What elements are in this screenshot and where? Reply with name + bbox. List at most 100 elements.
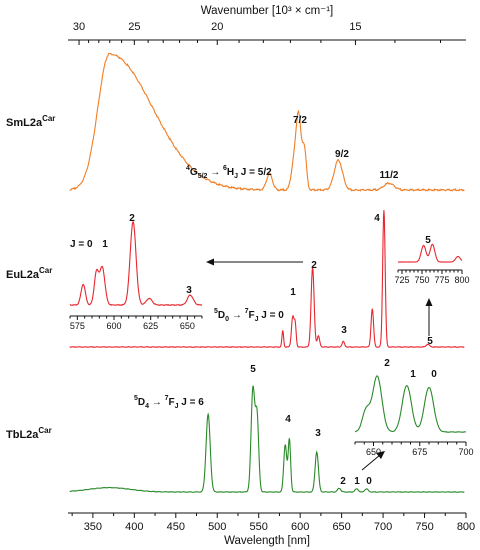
tb-inset-pointer-line [361,454,381,471]
eu-peak-label-2: 2 [311,260,317,271]
spectrum-TbL2a [69,385,465,493]
eu-inset-left-spectrum [69,220,203,307]
tb-inset-label-0: 0 [431,369,437,380]
sample-label-eu-sup: Car [39,266,52,275]
transition-label-eu: 5D0 → 7FJ J = 0 [214,308,284,323]
eu-peak-label-3: 3 [341,325,347,336]
transition-sm-arrow: → [207,167,223,178]
top-axis-ticks: 30 25 20 15 [73,21,441,45]
tb-inset-label-2: 2 [384,358,390,369]
bottom-axis: 350 400 450 500 550 600 650 700 750 800 Wavelengt… [68,512,475,547]
transition-sm-pre: G [190,167,198,178]
eu-inset-label-j0: J = 0 [70,239,93,250]
eu-inset-left-tick-label-575: 575 [70,321,85,331]
tb-inset-tick-label-650: 650 [366,447,381,457]
eu-inset-right-tick-label-725: 725 [394,275,409,285]
sample-label-eu: EuL2aCar [6,266,52,281]
tb-inset-tick-label-675: 675 [412,447,427,457]
bottom-axis-title: Wavelength [nm] [224,535,310,547]
eu-peak-labels: 1 2 3 4 5 [290,213,433,347]
eu-inset-left-tick-label-625: 625 [143,321,158,331]
transition-tb-pre-sup: 5 [134,395,138,402]
eu-inset-left-tick-label-650: 650 [180,321,195,331]
sample-label-eu-name: EuL2a [6,269,40,281]
top-axis-title: Wavenumber [10³ × cm⁻¹] [201,5,334,17]
bottom-tick-label-600: 600 [291,521,309,533]
transition-eu-pre-sup: 5 [214,308,218,315]
tb-peak-label-1: 1 [354,476,360,487]
sample-label-sm-sup: Car [42,114,55,123]
eu-inset-right-spectrum [397,243,463,263]
bottom-tick-label-500: 500 [208,521,226,533]
top-axis: 30 25 20 15 Wavenumber [10³ × cm⁻¹] [68,5,466,45]
spectrum-SmL2a [69,52,465,192]
sm-peak-label-7-2: 7/2 [293,115,307,126]
tb-inset-pointer-arrowhead [376,451,385,459]
bottom-tick-label-550: 550 [250,521,268,533]
top-tick-label-30: 30 [73,21,85,33]
tb-inset-labels: 2 1 0 [384,358,437,380]
tb-inset-tick-label-700: 700 [458,447,473,457]
top-tick-label-25: 25 [128,21,140,33]
transition-eu-pre-sub: 0 [225,316,229,323]
sample-label-sm-name: SmL2a [6,117,43,129]
transition-tb-tail: J = 6 [179,397,205,408]
eu-peak-label-5: 5 [427,336,433,347]
top-tick-label-20: 20 [211,21,223,33]
transition-eu-arrow: → [229,310,245,321]
transition-tb-post: F [169,397,175,408]
tb-peak-labels: 5 4 3 2 1 0 [250,364,372,487]
transition-sm-pre-sub: 5/2 [198,173,208,180]
bottom-tick-label-750: 750 [415,521,433,533]
arrows [206,258,433,471]
transition-tb-post-sup: 7 [165,395,169,402]
transition-eu-post-sub: J [255,316,259,323]
transition-sm-pre-sup: 4 [186,165,190,172]
sm-peak-label-9-2: 9/2 [335,149,349,160]
transition-eu-post-sup: 7 [245,308,249,315]
sample-label-sm: SmL2aCar [6,114,55,129]
eu-peak-label-1: 1 [290,287,296,298]
tb-peak-label-4: 4 [285,414,291,425]
tb-inset-spectrum [354,375,467,433]
eu-inset-label-1: 1 [102,239,108,250]
eu-inset-pointer-arrowhead [206,258,214,266]
bottom-tick-label-700: 700 [374,521,392,533]
transition-sm-post-sub: J [234,173,238,180]
sm-peak-labels: 7/2 9/2 11/2 [293,115,399,181]
eu-inset-right-tick-label-800: 800 [454,275,469,285]
sm-peak-label-11-2: 11/2 [380,170,399,181]
eu-inset-left-tick-label-600: 600 [106,321,121,331]
eu-inset-right-tick-label-750: 750 [414,275,429,285]
sample-label-tb-sup: Car [38,426,51,435]
transition-eu-post: F [249,310,255,321]
transition-tb-arrow: → [149,397,165,408]
eu-inset-right-labels: 5 [425,235,431,246]
eu-inset-left-labels: J = 0 1 2 3 [70,213,192,296]
eu-inset-label-3: 3 [186,285,192,296]
tb-peak-label-5: 5 [250,364,256,375]
transition-tb-pre-sub: 4 [145,403,149,410]
eu-inset-right-pointer-arrowhead [425,298,433,306]
bottom-axis-ticks: 350 400 450 500 550 600 650 700 750 800 [71,513,475,533]
eu-inset-label-2: 2 [129,213,135,224]
bottom-tick-label-350: 350 [84,521,102,533]
tb-peak-label-2: 2 [340,476,346,487]
bottom-tick-label-800: 800 [457,521,475,533]
transition-eu-tail: J = 0 [259,310,285,321]
eu-peak-label-4: 4 [374,213,380,224]
transition-eu-pre: D [218,310,225,321]
bottom-tick-label-650: 650 [332,521,350,533]
tb-peak-label-0: 0 [366,476,372,487]
bottom-tick-label-400: 400 [125,521,143,533]
eu-inset-right-tick-label-775: 775 [434,275,449,285]
transition-sm-post-sup: 6 [223,165,227,172]
top-tick-label-15: 15 [349,21,361,33]
transition-tb-post-sub: J [175,403,179,410]
transition-label-tb: 5D4 → 7FJ J = 6 [134,395,204,410]
transition-label-sm: 4G5/2 → 6HJ J = 5/2 [186,165,272,180]
sample-label-tb-name: TbL2a [6,429,39,441]
spectra-group [69,52,465,493]
